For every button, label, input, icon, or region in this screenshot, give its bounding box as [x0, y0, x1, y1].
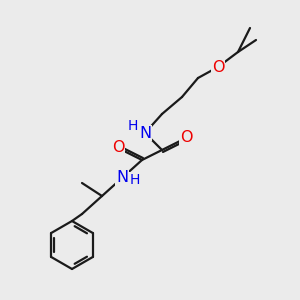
Text: O: O [180, 130, 192, 146]
Text: H: H [128, 119, 138, 133]
Text: H: H [130, 173, 140, 187]
Text: N: N [116, 170, 128, 185]
Text: N: N [139, 125, 151, 140]
Text: O: O [212, 59, 224, 74]
Text: O: O [112, 140, 124, 155]
